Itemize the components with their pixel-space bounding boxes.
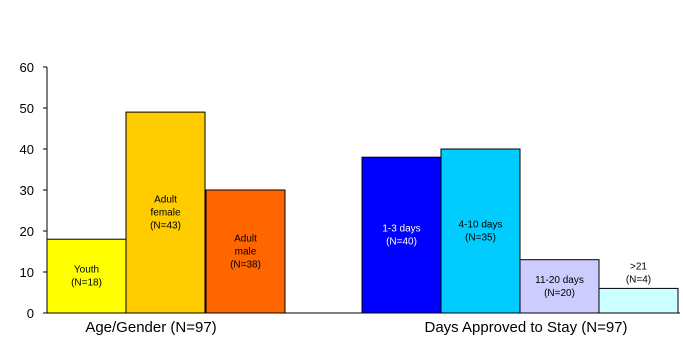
y-tick-label: 30 (20, 183, 34, 198)
bar-label-4-10-days: (N=35) (465, 233, 496, 244)
bar-label-21-plus-days: >21 (630, 261, 647, 272)
bar-labels: Youth (N=18) Adult female (N=43) Adult male (N=… (71, 195, 651, 299)
bar-label-adult-female: Adult (154, 195, 177, 206)
bar-label-youth: Youth (74, 265, 99, 276)
bar-label-adult-male: male (235, 247, 257, 258)
bar-21-plus-days (598, 287, 679, 314)
bar-label-1-3-days: (N=40) (386, 237, 417, 248)
bar-label-1-3-days: 1-3 days (382, 224, 420, 235)
bars (46, 111, 679, 314)
y-tick-label: 60 (20, 60, 34, 75)
group-labels: Age/Gender (N=97) Days Approved to Stay (… (85, 319, 627, 336)
bar-11-20-days (519, 259, 600, 314)
y-tick-label: 20 (20, 224, 34, 239)
bar-label-11-20-days: (N=20) (544, 288, 575, 299)
bar-label-adult-male: Adult (234, 234, 257, 245)
bar-youth (46, 238, 127, 314)
group-label: Age/Gender (N=97) (85, 319, 216, 336)
bar-label-21-plus-days: (N=4) (626, 274, 651, 285)
y-tick-label: 0 (27, 306, 34, 321)
bar-4-10-days (440, 148, 521, 314)
bar-label-adult-female: female (150, 208, 180, 219)
bar-label-adult-male: (N=38) (230, 260, 261, 271)
bar-1-3-days (361, 156, 442, 314)
bar-adult-female (125, 111, 206, 314)
bar-label-11-20-days: 11-20 days (535, 275, 584, 286)
bar-label-adult-female: (N=43) (150, 221, 181, 232)
bar-label-youth: (N=18) (71, 278, 102, 289)
bar-adult-male (205, 189, 286, 314)
bar-label-4-10-days: 4-10 days (459, 220, 503, 231)
y-tick-label: 10 (20, 265, 34, 280)
y-tick-label: 40 (20, 142, 34, 157)
y-tick-label: 50 (20, 101, 34, 116)
group-label: Days Approved to Stay (N=97) (424, 319, 627, 336)
